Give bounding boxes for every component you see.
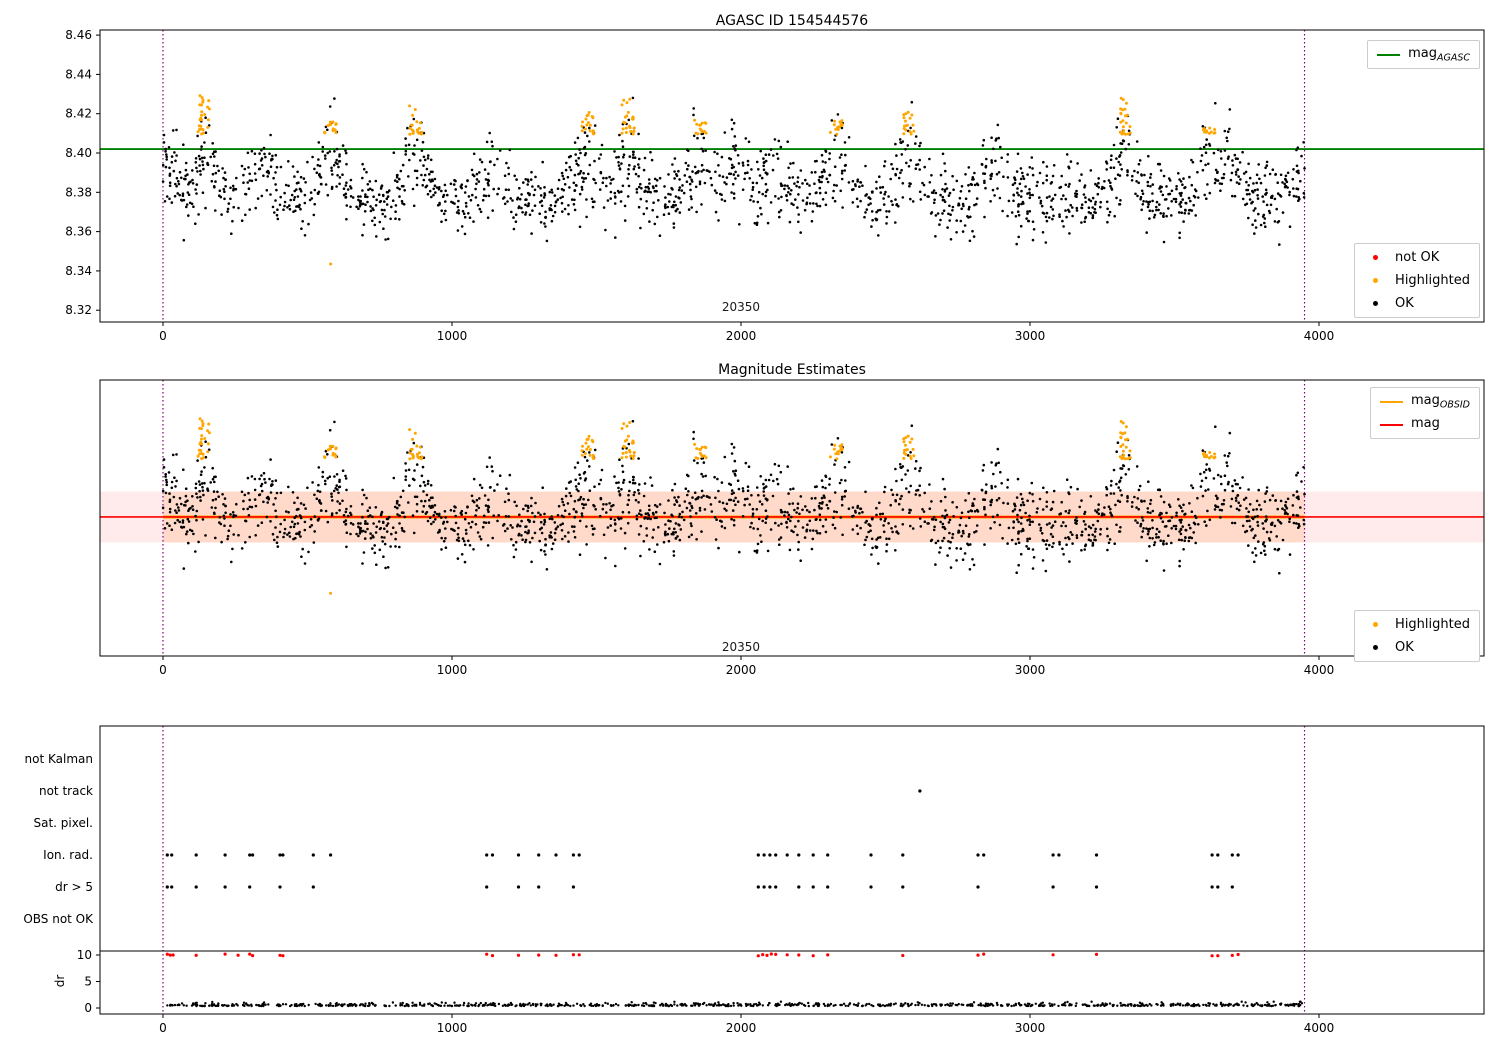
plot3-dr-big-points	[165, 952, 1240, 958]
plot3-flag-points	[165, 789, 1240, 889]
svg-text:1000: 1000	[437, 329, 468, 343]
legend-label-main: mag	[1410, 415, 1440, 431]
svg-text:4000: 4000	[1304, 663, 1335, 677]
plot1-points	[161, 94, 1306, 266]
mag-line-swatch	[1379, 423, 1403, 426]
svg-text:8.34: 8.34	[65, 264, 92, 278]
legend-label-ok: OK	[1395, 640, 1414, 655]
plot2-points-legend: Highlighted OK	[1354, 610, 1480, 662]
legend-label-main: mag	[1410, 392, 1440, 408]
svg-text:8.38: 8.38	[65, 185, 92, 199]
ok-dot-swatch	[1373, 645, 1379, 650]
legend-row-highlighted: Highlighted	[1364, 613, 1470, 636]
legend-label-not-ok: not OK	[1395, 250, 1440, 265]
plot2-line-legend: magOBSID mag	[1369, 387, 1480, 439]
plot3	[162, 726, 1306, 1014]
plot2-points	[161, 417, 1306, 595]
mag-obsid-line-swatch	[1379, 400, 1403, 403]
legend-label-mag-agasc: magAGASC	[1408, 46, 1470, 64]
highlighted-dot-swatch	[1373, 278, 1379, 283]
legend-label-sub: OBSID	[1439, 399, 1470, 411]
legend-label-mag-obsid: magOBSID	[1411, 393, 1470, 411]
legend-label-highlighted: Highlighted	[1395, 273, 1470, 288]
plot1-line-legend: magAGASC	[1367, 40, 1480, 69]
ok-dot-swatch	[1373, 301, 1379, 306]
svg-text:4000: 4000	[1304, 329, 1335, 343]
legend-row-ok: OK	[1364, 292, 1470, 315]
svg-text:3000: 3000	[1015, 329, 1046, 343]
svg-text:8.32: 8.32	[65, 303, 92, 317]
legend-row-ok: OK	[1364, 636, 1470, 659]
legend-label-ok: OK	[1395, 296, 1414, 311]
svg-text:3000: 3000	[1015, 663, 1046, 677]
plot2-title: Magnitude Estimates	[718, 362, 866, 378]
plot2-axes: 0 1000 2000 3000 4000	[99, 379, 1485, 677]
svg-text:8.36: 8.36	[65, 225, 92, 239]
svg-text:0: 0	[159, 329, 167, 343]
svg-text:2000: 2000	[726, 329, 757, 343]
svg-text:20350: 20350	[722, 300, 760, 314]
svg-text:20350: 20350	[722, 640, 760, 654]
svg-text:1000: 1000	[437, 663, 468, 677]
plot1-obsid-annotation: 20350	[722, 300, 760, 314]
svg-text:8.42: 8.42	[65, 107, 92, 121]
svg-text:8.46: 8.46	[65, 28, 92, 42]
legend-row-mag-obsid: magOBSID	[1379, 390, 1470, 413]
legend-label-sub: AGASC	[1436, 52, 1470, 64]
dot-swatch-wrap	[1364, 255, 1387, 260]
plot2-obsid-annotation: 20350	[722, 640, 760, 654]
legend-label-mag: mag	[1411, 416, 1440, 434]
plot1	[162, 30, 1306, 322]
legend-label-highlighted: Highlighted	[1395, 617, 1470, 632]
svg-text:2000: 2000	[726, 663, 757, 677]
dot-swatch-wrap	[1364, 622, 1387, 627]
legend-label-main: mag	[1408, 45, 1437, 61]
dot-swatch-wrap	[1364, 301, 1387, 306]
highlighted-dot-swatch	[1373, 622, 1379, 627]
plot1-points-legend: not OK Highlighted OK	[1354, 243, 1480, 318]
dot-swatch-wrap	[1364, 645, 1387, 650]
legend-row-mag: mag	[1379, 413, 1470, 436]
legend-row-not-ok: not OK	[1364, 246, 1470, 269]
svg-text:8.44: 8.44	[65, 67, 92, 81]
dot-swatch-wrap	[1364, 278, 1387, 283]
svg-text:0: 0	[159, 663, 167, 677]
svg-text:8.40: 8.40	[65, 146, 92, 160]
plot3-dr-points	[166, 1000, 1304, 1008]
plot1-axes: 0 1000 2000 3000 4000 8.32 8.34 8.36 8.38 8.40 8.4…	[65, 28, 1485, 343]
not-ok-dot-swatch	[1373, 255, 1379, 260]
plot1-title: AGASC ID 154544576	[715, 13, 869, 29]
legend-row-mag-agasc: magAGASC	[1377, 43, 1470, 66]
legend-row-highlighted: Highlighted	[1364, 269, 1470, 292]
mag-agasc-line-swatch	[1377, 53, 1401, 56]
